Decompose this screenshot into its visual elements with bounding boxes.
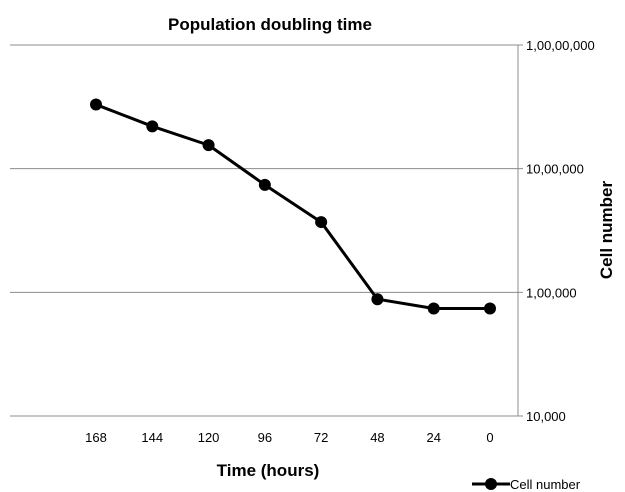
data-point [427, 302, 440, 315]
x-tick-label: 168 [85, 430, 107, 445]
y-tick-label: 10,000 [526, 409, 566, 424]
gridlines [10, 44, 523, 417]
y-tick-label: 10,00,000 [526, 162, 584, 177]
x-tick-labels: 168 144 120 96 72 48 24 0 [85, 430, 493, 445]
legend: Cell number [472, 477, 581, 492]
data-point [90, 98, 102, 111]
legend-label: Cell number [510, 477, 581, 492]
axes [10, 45, 519, 417]
y-axis-title: Cell number [597, 181, 616, 280]
x-tick-label: 72 [314, 430, 328, 445]
data-point [371, 293, 384, 306]
y-tick-labels: 10,000 1,00,000 10,00,000 1,00,00,000 [526, 38, 595, 424]
x-tick-label: 120 [198, 430, 220, 445]
legend-marker [485, 478, 497, 490]
data-point [146, 120, 159, 133]
x-axis-title: Time (hours) [217, 461, 320, 480]
x-tick-label: 144 [141, 430, 163, 445]
series-line [95, 103, 490, 311]
series-group [90, 98, 496, 315]
data-point [258, 178, 271, 191]
x-tick-label: 24 [426, 430, 440, 445]
x-tick-label: 48 [370, 430, 384, 445]
x-tick-label: 0 [486, 430, 493, 445]
x-tick-label: 96 [258, 430, 272, 445]
chart-title: Population doubling time [168, 15, 372, 34]
y-tick-label: 1,00,000 [526, 285, 577, 300]
data-point [484, 302, 496, 315]
y-tick-label: 1,00,00,000 [526, 38, 595, 53]
data-point [315, 216, 328, 229]
data-point [202, 139, 215, 152]
